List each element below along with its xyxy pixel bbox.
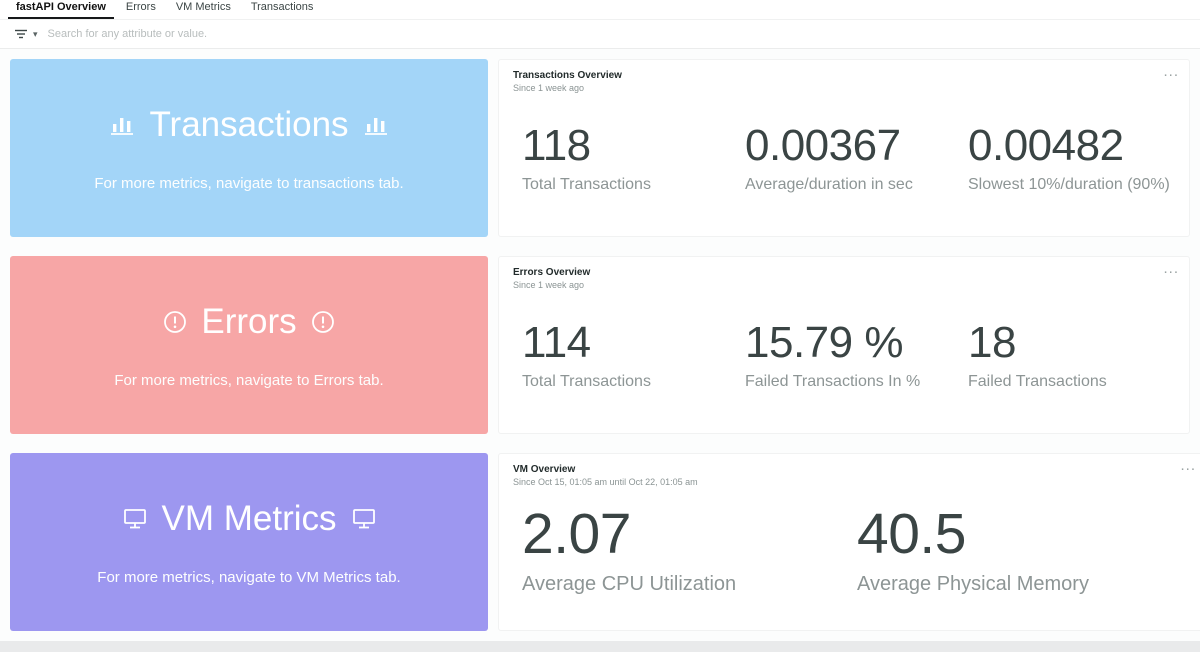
dashboard-content: Transactions For more metrics, navigate … bbox=[0, 49, 1200, 641]
panel-title: Transactions Overview bbox=[513, 70, 622, 81]
metric-label: Total Transactions bbox=[522, 373, 651, 391]
search-bar: ▾ bbox=[0, 20, 1200, 49]
metric-label: Average Physical Memory bbox=[857, 572, 1089, 595]
metric-value: 18 bbox=[968, 318, 1016, 367]
errors-billboard-text: Errors bbox=[201, 301, 297, 341]
errors-billboard: Errors For more metrics, navigate to Err… bbox=[10, 256, 488, 434]
tab-vm-metrics[interactable]: VM Metrics bbox=[175, 1, 231, 13]
vm-overview-panel: VM Overview Since Oct 15, 01:05 am until… bbox=[498, 453, 1200, 631]
tab-errors[interactable]: Errors bbox=[125, 1, 156, 13]
panel-menu-button[interactable]: ... bbox=[1163, 260, 1179, 277]
metric-avg-cpu: 2.07 Average CPU Utilization bbox=[522, 502, 857, 596]
metric-label: Failed Transactions bbox=[968, 373, 1107, 391]
monitor-icon bbox=[122, 506, 148, 532]
metrics-group: 2.07 Average CPU Utilization 40.5 Averag… bbox=[513, 502, 1192, 596]
alert-circle-icon bbox=[163, 310, 187, 334]
metric-slowest-duration: 0.00482 Slowest 10%/duration (90%) bbox=[968, 121, 1170, 194]
panel-subtitle: Since 1 week ago bbox=[513, 280, 585, 290]
metric-avg-memory: 40.5 Average Physical Memory bbox=[857, 502, 1192, 596]
vm-billboard-title: VM Metrics bbox=[122, 499, 377, 539]
filter-button[interactable]: ▾ bbox=[10, 26, 42, 42]
metric-failed-percent: 15.79 % Failed Transactions In % bbox=[745, 318, 968, 391]
tab-transactions[interactable]: Transactions bbox=[250, 1, 314, 13]
metric-value: 0.00482 bbox=[968, 121, 1124, 170]
monitor-icon bbox=[351, 506, 377, 532]
panel-menu-button[interactable]: ... bbox=[1163, 63, 1179, 80]
metric-value: 40.5 bbox=[857, 502, 966, 566]
metrics-group: 118 Total Transactions 0.00367 Average/d… bbox=[513, 121, 1175, 194]
metric-failed-transactions: 18 Failed Transactions bbox=[968, 318, 1107, 391]
metric-value: 118 bbox=[522, 121, 591, 170]
top-tab-bar: fastAPI Overview Errors VM Metrics Trans… bbox=[0, 0, 1200, 20]
transactions-billboard-title: Transactions bbox=[109, 105, 388, 145]
metric-total-transactions: 118 Total Transactions bbox=[522, 121, 745, 194]
transactions-billboard: Transactions For more metrics, navigate … bbox=[10, 59, 488, 237]
metric-label: Slowest 10%/duration (90%) bbox=[968, 176, 1170, 194]
filter-icon bbox=[14, 28, 28, 40]
search-input[interactable] bbox=[47, 28, 1190, 40]
transactions-overview-panel: Transactions Overview Since 1 week ago .… bbox=[498, 59, 1190, 237]
row-transactions: Transactions For more metrics, navigate … bbox=[10, 59, 1190, 237]
panel-title: Errors Overview bbox=[513, 267, 591, 278]
errors-overview-panel: Errors Overview Since 1 week ago ... 114… bbox=[498, 256, 1190, 434]
metrics-group: 114 Total Transactions 15.79 % Failed Tr… bbox=[513, 318, 1175, 391]
metric-value: 0.00367 bbox=[745, 121, 901, 170]
chevron-down-icon: ▾ bbox=[33, 28, 38, 39]
errors-billboard-title: Errors bbox=[163, 302, 334, 342]
metric-label: Average/duration in sec bbox=[745, 176, 913, 194]
vm-billboard-subtitle: For more metrics, navigate to VM Metrics… bbox=[97, 568, 401, 586]
bar-chart-icon bbox=[363, 112, 389, 138]
panel-subtitle: Since Oct 15, 01:05 am until Oct 22, 01:… bbox=[513, 477, 698, 487]
metric-value: 2.07 bbox=[522, 502, 631, 566]
alert-circle-icon bbox=[311, 310, 335, 334]
errors-billboard-subtitle: For more metrics, navigate to Errors tab… bbox=[114, 371, 384, 389]
transactions-billboard-text: Transactions bbox=[149, 104, 349, 144]
panel-title: VM Overview bbox=[513, 464, 576, 475]
metric-label: Failed Transactions In % bbox=[745, 373, 921, 391]
bar-chart-icon bbox=[109, 112, 135, 138]
metric-value: 15.79 % bbox=[745, 318, 903, 367]
row-errors: Errors For more metrics, navigate to Err… bbox=[10, 256, 1190, 434]
panel-subtitle: Since 1 week ago bbox=[513, 83, 585, 93]
transactions-billboard-subtitle: For more metrics, navigate to transactio… bbox=[94, 174, 404, 192]
panel-menu-button[interactable]: ... bbox=[1180, 457, 1196, 474]
row-vm-metrics: VM Metrics For more metrics, navigate to… bbox=[10, 453, 1200, 631]
metric-label: Total Transactions bbox=[522, 176, 651, 194]
metric-average-duration: 0.00367 Average/duration in sec bbox=[745, 121, 968, 194]
vm-billboard-text: VM Metrics bbox=[161, 498, 337, 538]
tab-fastapi-overview[interactable]: fastAPI Overview bbox=[8, 0, 114, 19]
metric-total-transactions: 114 Total Transactions bbox=[522, 318, 745, 391]
metric-value: 114 bbox=[522, 318, 591, 367]
vm-billboard: VM Metrics For more metrics, navigate to… bbox=[10, 453, 488, 631]
metric-label: Average CPU Utilization bbox=[522, 572, 737, 595]
